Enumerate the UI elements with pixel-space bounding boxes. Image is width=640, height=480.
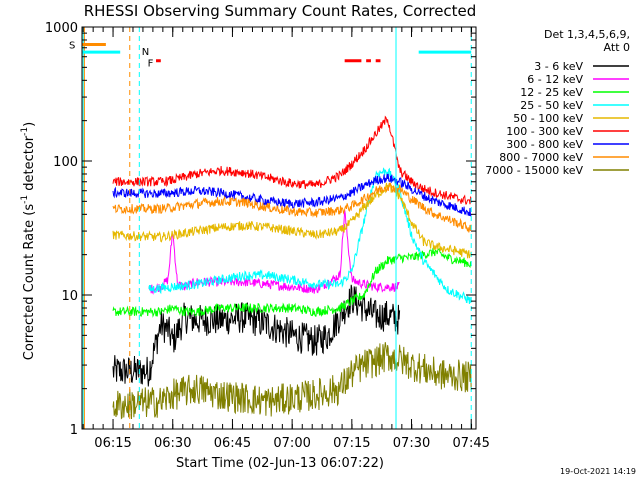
series-line-3 xyxy=(148,167,472,305)
x-tick-label-2: 06:45 xyxy=(214,436,251,451)
y-tick-label-1: 10 xyxy=(61,289,78,304)
series-line-2 xyxy=(112,247,472,318)
timestamp-label: 19-Oct-2021 14:19 xyxy=(560,467,636,476)
legend-label-3: 25 - 50 keV xyxy=(520,99,583,112)
legend-label-2: 12 - 25 keV xyxy=(520,86,583,99)
saa-flag-label: S xyxy=(69,41,75,52)
plot-frame xyxy=(81,26,477,430)
series-line-6 xyxy=(112,173,472,217)
x-tick-label-3: 07:00 xyxy=(273,436,310,451)
legend-label-0: 3 - 6 keV xyxy=(534,60,583,73)
legend-header-line-1: Det 1,3,4,5,6,9, xyxy=(544,28,630,41)
series-line-1 xyxy=(148,210,400,295)
x-tick-label-5: 07:30 xyxy=(393,436,430,451)
plot-area: S NF 1 10 100 1000 06:15 06:30 06:45 07:00 07:15 07… xyxy=(45,21,490,451)
legend-label-5: 100 - 300 keV xyxy=(506,125,583,138)
chart-title: RHESSI Observing Summary Count Rates, Co… xyxy=(84,2,477,20)
series-line-5 xyxy=(112,115,472,205)
y-tick-label-2: 100 xyxy=(53,155,78,170)
y-axis-label: Corrected Count Rate (s-1 detector-1) xyxy=(20,122,37,360)
night-flag-label: N xyxy=(142,47,149,58)
series-group xyxy=(112,115,472,420)
x-tick-label-6: 07:45 xyxy=(452,436,489,451)
x-axis-label: Start Time (02-Jun-13 06:07:22) xyxy=(176,456,384,471)
series-line-8 xyxy=(112,342,472,420)
flare-flag-label: F xyxy=(148,59,154,70)
legend-label-8: 7000 - 15000 keV xyxy=(485,164,583,177)
y-tick-label-3: 1000 xyxy=(45,21,78,36)
legend-header-line-2: Att 0 xyxy=(604,41,630,54)
series-line-4 xyxy=(112,182,472,259)
legend-label-4: 50 - 100 keV xyxy=(513,112,583,125)
series-line-0 xyxy=(112,284,401,387)
series-line-7 xyxy=(112,182,472,233)
legend-label-6: 300 - 800 keV xyxy=(506,138,583,151)
x-tick-label-4: 07:15 xyxy=(333,436,370,451)
x-tick-label-1: 06:30 xyxy=(154,436,191,451)
legend-label-1: 6 - 12 keV xyxy=(527,73,583,86)
y-tick-label-0: 1 xyxy=(70,423,78,438)
x-tick-label-0: 06:15 xyxy=(94,436,131,451)
legend-label-7: 800 - 7000 keV xyxy=(499,151,583,164)
